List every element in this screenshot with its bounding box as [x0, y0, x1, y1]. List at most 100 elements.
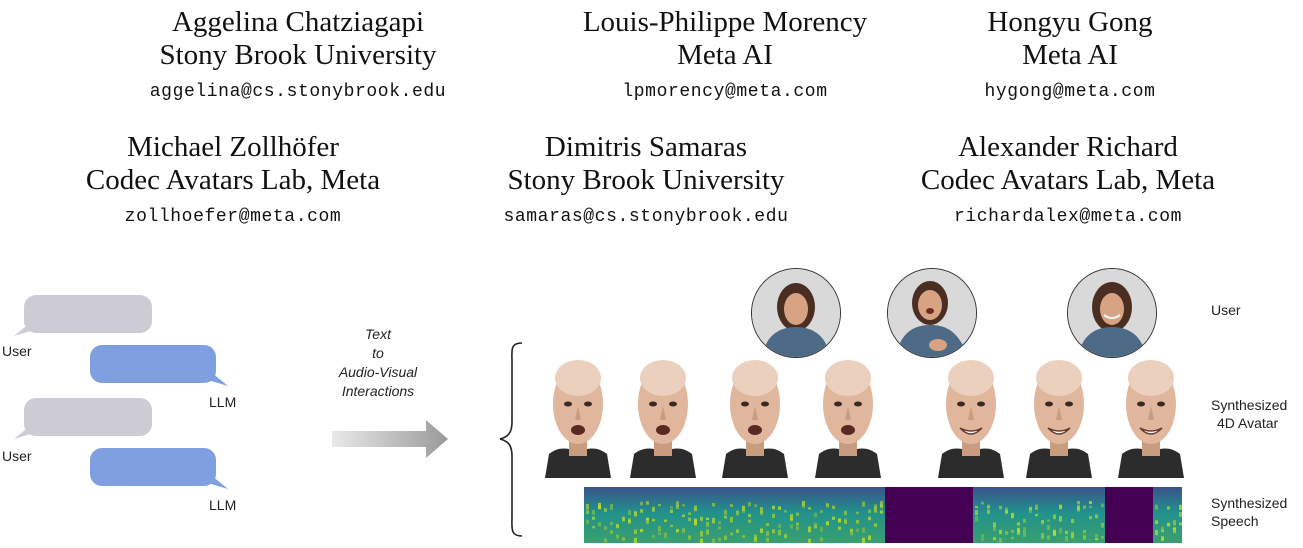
spectrogram-energy — [1035, 513, 1038, 517]
avatar-head — [718, 348, 792, 478]
spectrogram-energy — [676, 529, 679, 533]
spectrogram-energy — [1017, 529, 1020, 535]
spectrogram-energy — [1155, 520, 1158, 525]
spectrogram-energy — [856, 519, 859, 524]
user-photo-3 — [1067, 268, 1157, 358]
spectrogram-energy — [760, 528, 763, 533]
spectrogram-energy — [832, 506, 835, 510]
spectrogram-energy — [850, 529, 853, 533]
spectrogram-energy — [592, 525, 595, 529]
spectrogram-energy — [987, 509, 990, 514]
spectrogram-energy — [832, 516, 835, 520]
author-affiliation: Codec Avatars Lab, Meta — [85, 164, 381, 196]
spectrogram-energy — [628, 518, 631, 522]
spectrogram-energy — [1101, 523, 1104, 528]
spectrogram-energy — [832, 505, 835, 509]
spectrogram-energy — [760, 511, 763, 515]
spectrogram-energy — [856, 511, 859, 514]
spectrogram-energy — [844, 510, 847, 516]
spectrogram-energy — [628, 519, 631, 524]
spectrogram-energy — [616, 525, 619, 529]
spectrogram-energy — [1167, 523, 1170, 527]
spectrogram-energy — [586, 510, 589, 515]
arrow-caption: Text to Audio-Visual Interactions — [338, 326, 418, 399]
spectrogram-energy — [987, 504, 990, 509]
spectrogram-energy — [1059, 516, 1062, 522]
author-affiliation: Stony Brook University — [159, 39, 437, 71]
spectrogram-energy — [736, 510, 739, 515]
row-label-avatar: Synthesized 4D Avatar — [1211, 397, 1288, 431]
spectrogram-energy — [862, 527, 865, 533]
spectrogram-energy — [868, 509, 871, 513]
spectrogram-energy — [1059, 504, 1062, 510]
spectrogram-energy — [1047, 519, 1050, 522]
spectrogram-energy — [688, 517, 691, 522]
spectrogram-energy — [676, 501, 679, 507]
spectrogram-energy — [1083, 535, 1086, 540]
author-email: hygong@meta.com — [984, 82, 1156, 102]
spectrogram-energy — [880, 510, 883, 514]
spectrogram-energy — [610, 521, 613, 526]
spectrogram-energy — [856, 528, 859, 532]
spectrogram-energy — [1011, 512, 1014, 519]
avatar-face-icon — [1026, 360, 1092, 478]
spectrogram-energy — [1173, 527, 1176, 534]
user-portrait-icon — [888, 269, 976, 357]
avatar-head — [541, 348, 615, 478]
spectrogram-energy — [802, 501, 805, 506]
spectrogram-energy — [1005, 531, 1008, 535]
spectrogram-energy — [664, 519, 667, 522]
spectrogram-silence — [1105, 487, 1153, 543]
spectrogram-energy — [706, 529, 709, 535]
spectrogram-energy — [826, 503, 829, 507]
spectrogram-energy — [826, 504, 829, 508]
spectrogram-energy — [981, 538, 984, 542]
llm-bubble — [90, 448, 216, 486]
spectrogram-energy — [1101, 503, 1104, 508]
author-affiliation: Stony Brook University — [507, 164, 785, 196]
avatar-face-icon — [722, 360, 788, 478]
spectrogram-energy — [975, 506, 978, 509]
spectrogram-energy — [1041, 520, 1044, 523]
spectrogram-energy — [1173, 527, 1176, 530]
spectrogram-energy — [1053, 529, 1056, 536]
spectrogram-energy — [1047, 535, 1050, 540]
spectrogram-energy — [718, 521, 721, 525]
spectrogram-energy — [688, 512, 691, 515]
avatar-head — [626, 348, 700, 478]
user-bubble-tail — [14, 318, 36, 336]
author-5: Dimitris Samaras Stony Brook University … — [446, 131, 846, 228]
spectrogram-energy — [880, 501, 883, 508]
spectrogram-energy — [742, 509, 745, 514]
spectrogram-energy — [1161, 536, 1164, 541]
spectrogram-energy — [1029, 507, 1032, 511]
spectrogram-energy — [772, 529, 775, 534]
avatar-head — [1022, 348, 1096, 478]
spectrogram-energy — [700, 530, 703, 537]
user-photo-2 — [887, 268, 977, 358]
spectrogram-energy — [736, 529, 739, 534]
spectrogram-energy — [724, 515, 727, 519]
author-email: richardalex@meta.com — [953, 207, 1183, 227]
spectrogram-energy — [724, 509, 727, 515]
spectrogram-energy — [1083, 505, 1086, 509]
author-email: zollhoefer@meta.com — [124, 207, 342, 227]
spectrogram-energy — [622, 537, 625, 541]
spectrogram-energy — [796, 512, 799, 516]
spectrogram-energy — [1005, 510, 1008, 514]
spectrogram-energy — [999, 529, 1002, 535]
spectrogram-energy — [682, 504, 685, 507]
spectrogram-energy — [1179, 512, 1182, 517]
spectrogram-energy — [640, 529, 643, 533]
avatar-face-icon — [1118, 360, 1184, 478]
spectrogram-energy — [844, 518, 847, 524]
user-portrait-icon — [752, 269, 840, 357]
spectrogram-energy — [1011, 529, 1014, 533]
spectrogram — [584, 487, 1182, 543]
spectrogram-energy — [1089, 505, 1092, 509]
spectrogram-energy — [694, 518, 697, 525]
spectrogram-energy — [658, 526, 661, 532]
author-4: Michael Zollhöfer Codec Avatars Lab, Met… — [38, 131, 428, 228]
spectrogram-energy — [766, 531, 769, 536]
spectrogram-energy — [742, 535, 745, 538]
